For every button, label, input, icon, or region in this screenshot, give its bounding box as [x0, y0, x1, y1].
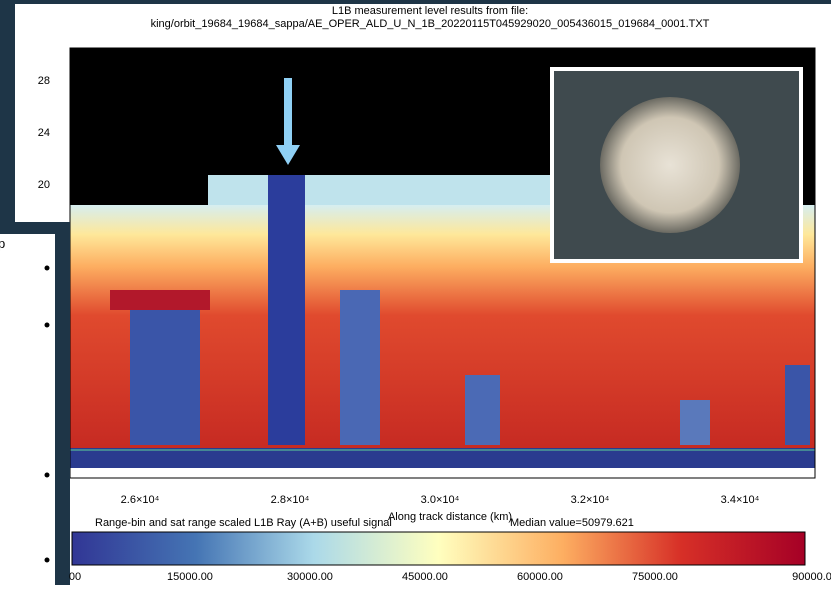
x-tick-label: 3.4×10⁴: [721, 494, 760, 506]
x-tick-label: 2.8×10⁴: [271, 494, 310, 506]
colorbar-tick-label: 90000.0: [792, 571, 831, 583]
inset-photo: [550, 67, 803, 263]
y-tick-label: 28: [38, 75, 50, 87]
colorbar-tick-label: 75000.00: [632, 571, 678, 583]
y-tick-label: 20: [38, 179, 50, 191]
signal-label: Range-bin and sat range scaled L1B Ray (…: [95, 517, 392, 529]
x-tick-label: 3.0×10⁴: [421, 494, 460, 506]
colorbar-tick-label: 00: [69, 571, 81, 583]
colorbar-tick-label: 45000.00: [402, 571, 448, 583]
x-tick-label: 2.6×10⁴: [121, 494, 160, 506]
title: L1B measurement level results from file:: [332, 5, 528, 17]
side-panel: [0, 234, 55, 585]
title: king/orbit_19684_19684_sappa/AE_OPER_ALD…: [151, 18, 710, 30]
colorbar-tick-label: 15000.00: [167, 571, 213, 583]
colorbar-tick-label: 60000.00: [517, 571, 563, 583]
slide: L1B measurement level results from file:…: [0, 0, 831, 585]
x-label: Along track distance (km): [388, 511, 512, 523]
colorbar-tick-label: 30000.00: [287, 571, 333, 583]
median-label: Median value=50979.621: [510, 517, 634, 529]
colorbar: [72, 532, 805, 565]
x-tick-label: 3.2×10⁴: [571, 494, 610, 506]
side-text: p: [0, 236, 5, 251]
y-tick-label: 24: [38, 127, 50, 139]
